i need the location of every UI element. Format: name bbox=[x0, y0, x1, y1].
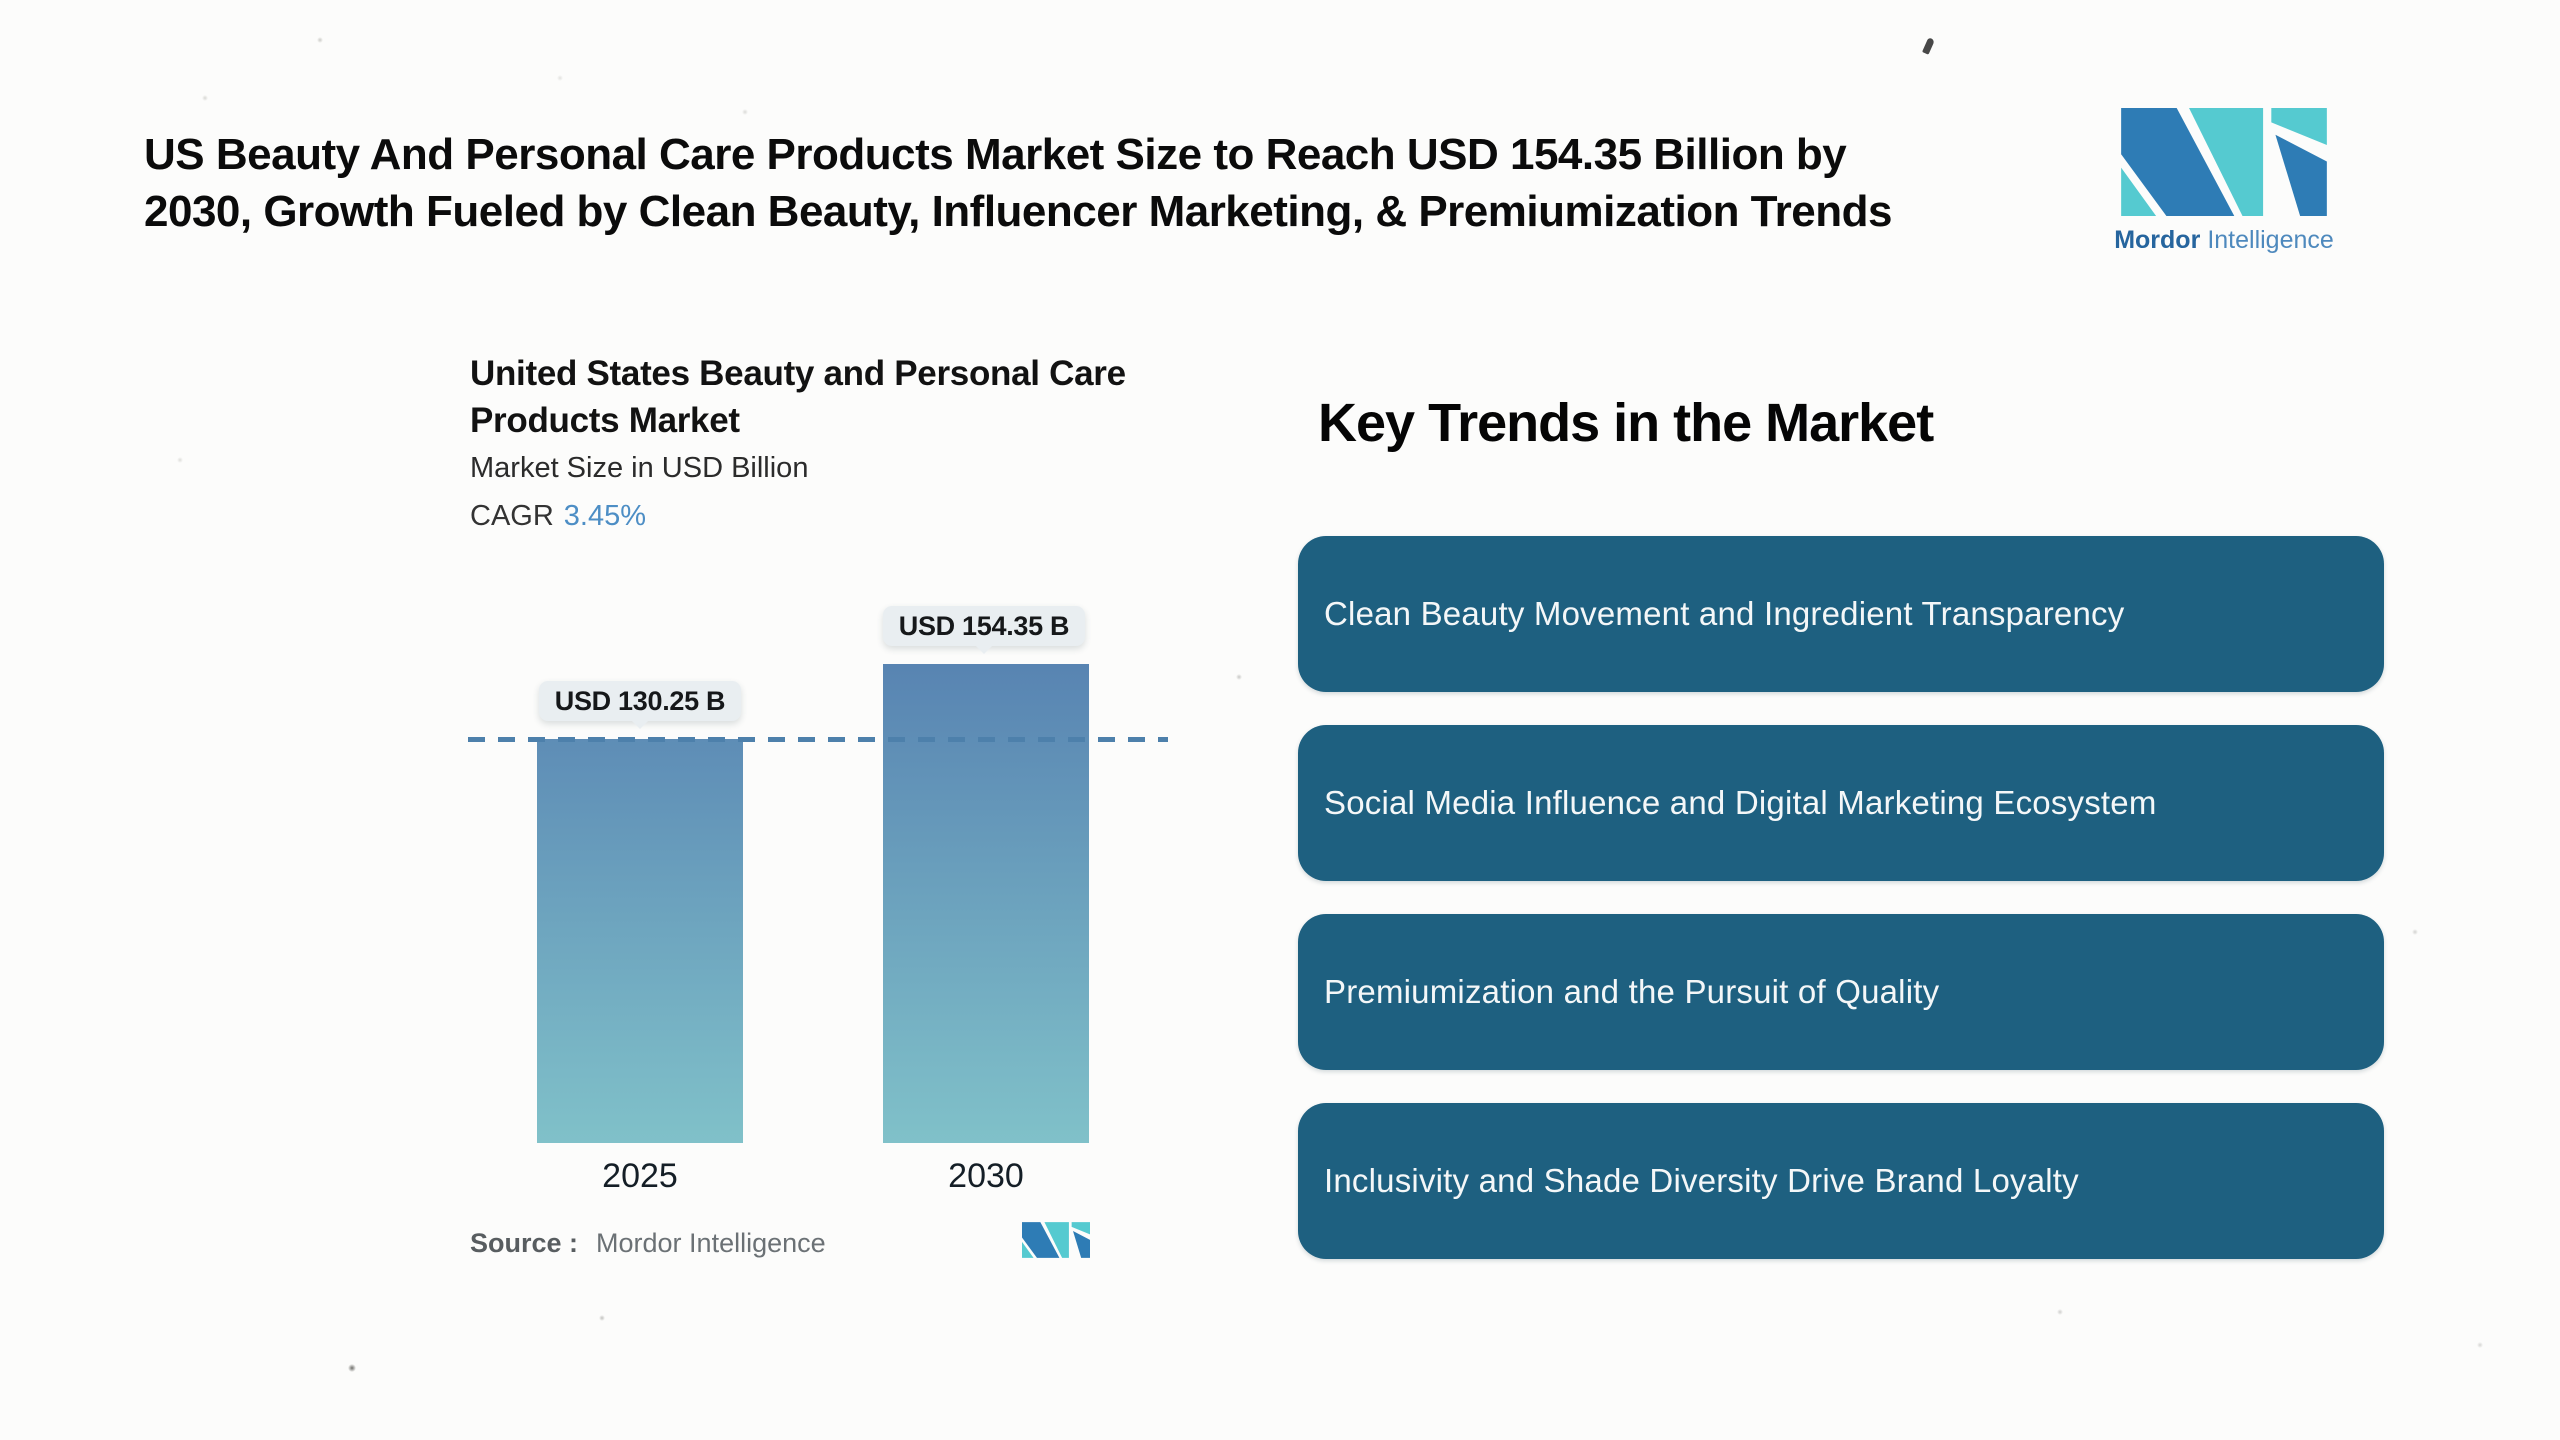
x-axis-label-2030: 2030 bbox=[948, 1157, 1024, 1195]
source-value: Mordor Intelligence bbox=[596, 1228, 826, 1258]
mordor-logo-mini-icon bbox=[1022, 1222, 1090, 1258]
value-callout-2025: USD 130.25 B bbox=[539, 681, 741, 721]
cagr-value: 3.45% bbox=[563, 500, 647, 532]
page-title: US Beauty And Personal Care Products Mar… bbox=[144, 126, 2104, 240]
trend-pill-label: Premiumization and the Pursuit of Qualit… bbox=[1324, 973, 1940, 1010]
chart-cagr: CAGR 3.45% bbox=[470, 500, 646, 533]
trend-pill-clean-beauty: Clean Beauty Movement and Ingredient Tra… bbox=[1298, 536, 2384, 692]
chart-title-line-1: United States Beauty and Personal Care bbox=[470, 354, 1126, 393]
trend-pill-list: Clean Beauty Movement and Ingredient Tra… bbox=[1298, 536, 2384, 1292]
value-callout-2030: USD 154.35 B bbox=[883, 606, 1085, 646]
chart-title: United States Beauty and Personal Care P… bbox=[470, 350, 1126, 444]
chart-subtitle: Market Size in USD Billion bbox=[470, 452, 809, 484]
bar-2025 bbox=[537, 739, 743, 1143]
trend-pill-label: Clean Beauty Movement and Ingredient Tra… bbox=[1324, 595, 2125, 632]
key-trends-heading: Key Trends in the Market bbox=[1318, 393, 1934, 453]
page-title-line-1: US Beauty And Personal Care Products Mar… bbox=[144, 130, 1847, 179]
trend-pill-social-media: Social Media Influence and Digital Marke… bbox=[1298, 725, 2384, 881]
trend-pill-inclusivity: Inclusivity and Shade Diversity Drive Br… bbox=[1298, 1103, 2384, 1259]
brand-name-primary: Mordor bbox=[2114, 226, 2201, 254]
mordor-logo-mark-icon bbox=[2121, 108, 2327, 216]
page-title-line-2: 2030, Growth Fueled by Clean Beauty, Inf… bbox=[144, 187, 1892, 236]
cagr-label: CAGR bbox=[470, 500, 554, 532]
brand-name-secondary: Intelligence bbox=[2207, 226, 2334, 254]
mordor-intelligence-logo: Mordor Intelligence bbox=[2110, 108, 2338, 255]
chart-title-line-2: Products Market bbox=[470, 401, 740, 440]
x-axis-label-2025: 2025 bbox=[602, 1157, 678, 1195]
brand-wordmark: Mordor Intelligence bbox=[2110, 226, 2338, 255]
trend-pill-label: Social Media Influence and Digital Marke… bbox=[1324, 784, 2157, 821]
bar-chart-plot: USD 130.25 B USD 154.35 B bbox=[468, 606, 1170, 1143]
source-label: Source : bbox=[470, 1228, 579, 1258]
source-attribution: Source : Mordor Intelligence bbox=[470, 1228, 1170, 1259]
reference-dashed-line bbox=[468, 737, 1168, 742]
trend-pill-premiumization: Premiumization and the Pursuit of Qualit… bbox=[1298, 914, 2384, 1070]
trend-pill-label: Inclusivity and Shade Diversity Drive Br… bbox=[1324, 1162, 2079, 1199]
ink-speck bbox=[1922, 37, 1935, 55]
bar-2030 bbox=[883, 664, 1089, 1143]
